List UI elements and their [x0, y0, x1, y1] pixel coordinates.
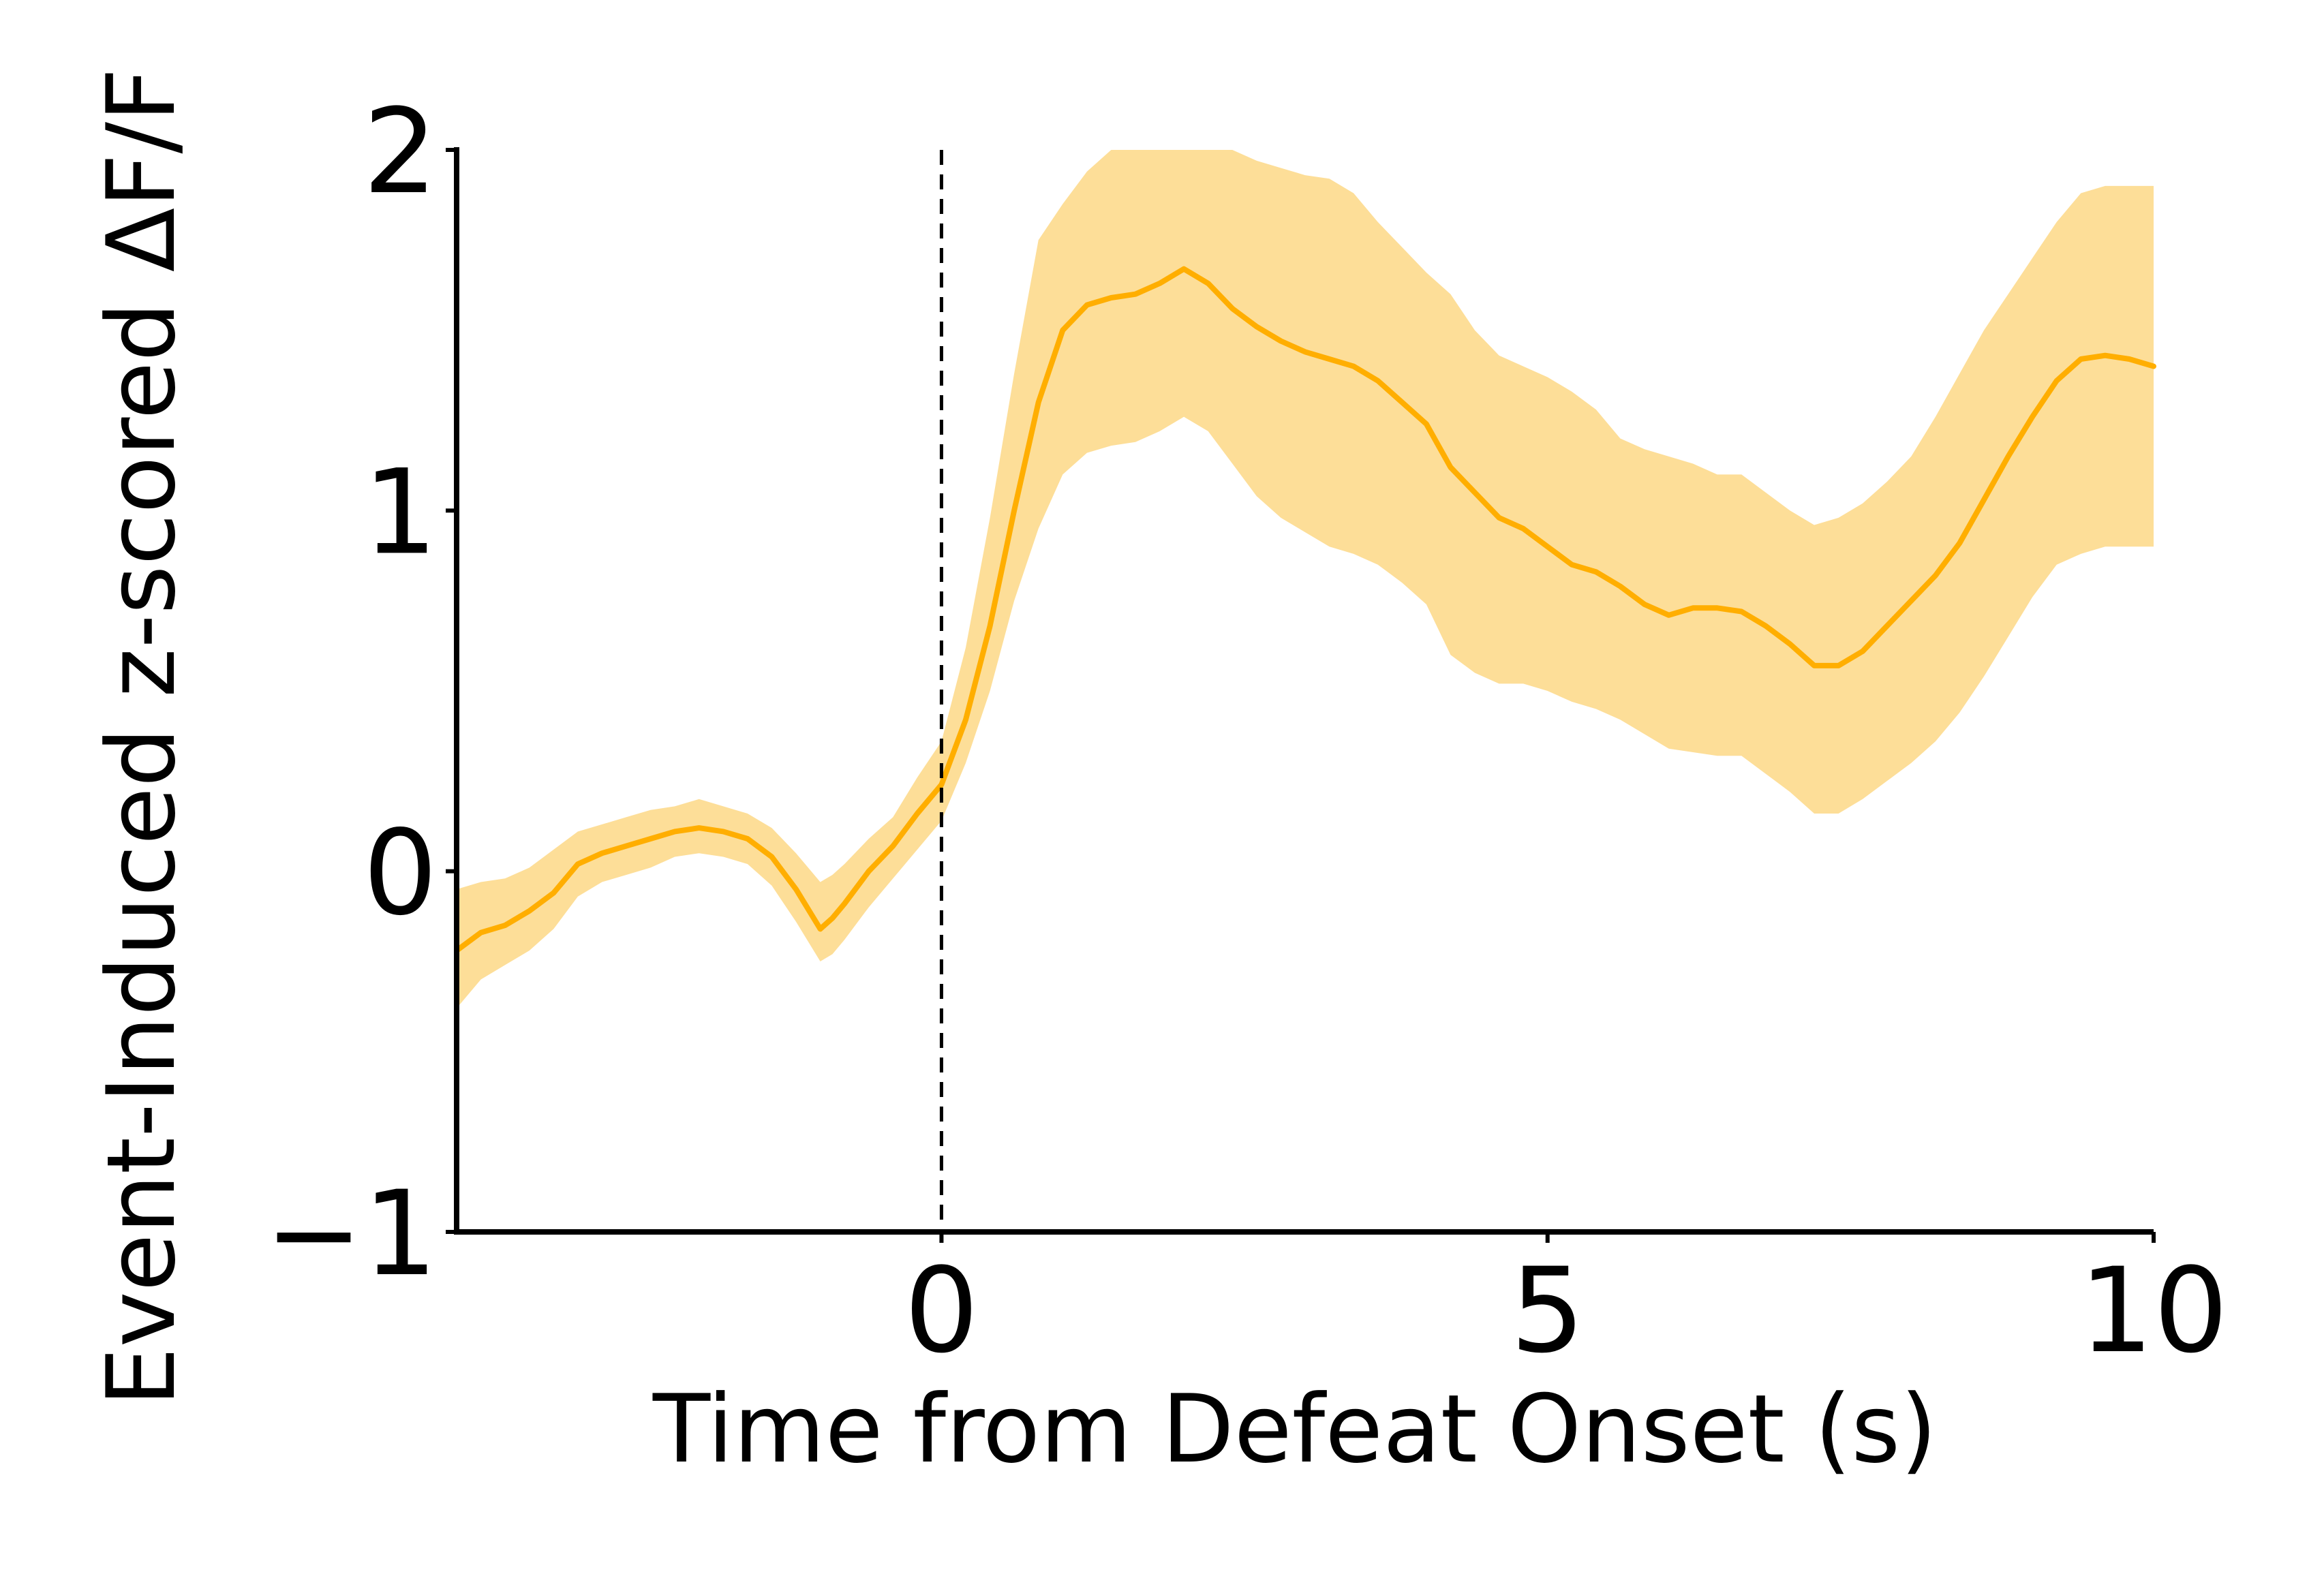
y-tick-label: 1: [363, 444, 438, 581]
x-tick-label: 0: [904, 1242, 979, 1379]
x-tick-label: 5: [1510, 1242, 1585, 1379]
y-tick-label: −1: [264, 1165, 438, 1302]
y-ticks: −1 0 1 2: [264, 83, 457, 1302]
y-axis-label: Event-Induced z-scored ΔF/F: [87, 68, 196, 1407]
x-tick-label: 10: [2079, 1242, 2229, 1379]
x-axis-label: Time from Defeat Onset (s): [652, 1374, 1937, 1484]
y-tick-label: 2: [363, 83, 438, 220]
y-tick-label: 0: [363, 805, 438, 942]
x-ticks: 0 5 10: [904, 1232, 2229, 1379]
sem-band: [457, 150, 2154, 1008]
mean-line: [454, 266, 2156, 954]
